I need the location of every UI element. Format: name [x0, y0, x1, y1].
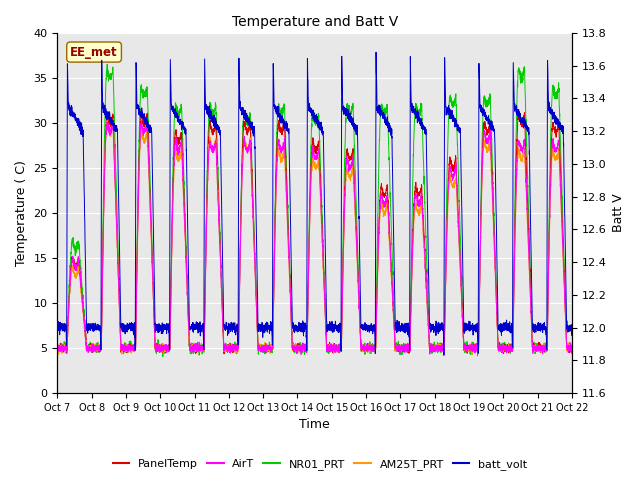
Text: EE_met: EE_met [70, 46, 118, 59]
Y-axis label: Batt V: Batt V [612, 194, 625, 232]
Y-axis label: Temperature ( C): Temperature ( C) [15, 160, 28, 266]
X-axis label: Time: Time [300, 419, 330, 432]
Title: Temperature and Batt V: Temperature and Batt V [232, 15, 397, 29]
Legend: PanelTemp, AirT, NR01_PRT, AM25T_PRT, batt_volt: PanelTemp, AirT, NR01_PRT, AM25T_PRT, ba… [108, 455, 532, 474]
